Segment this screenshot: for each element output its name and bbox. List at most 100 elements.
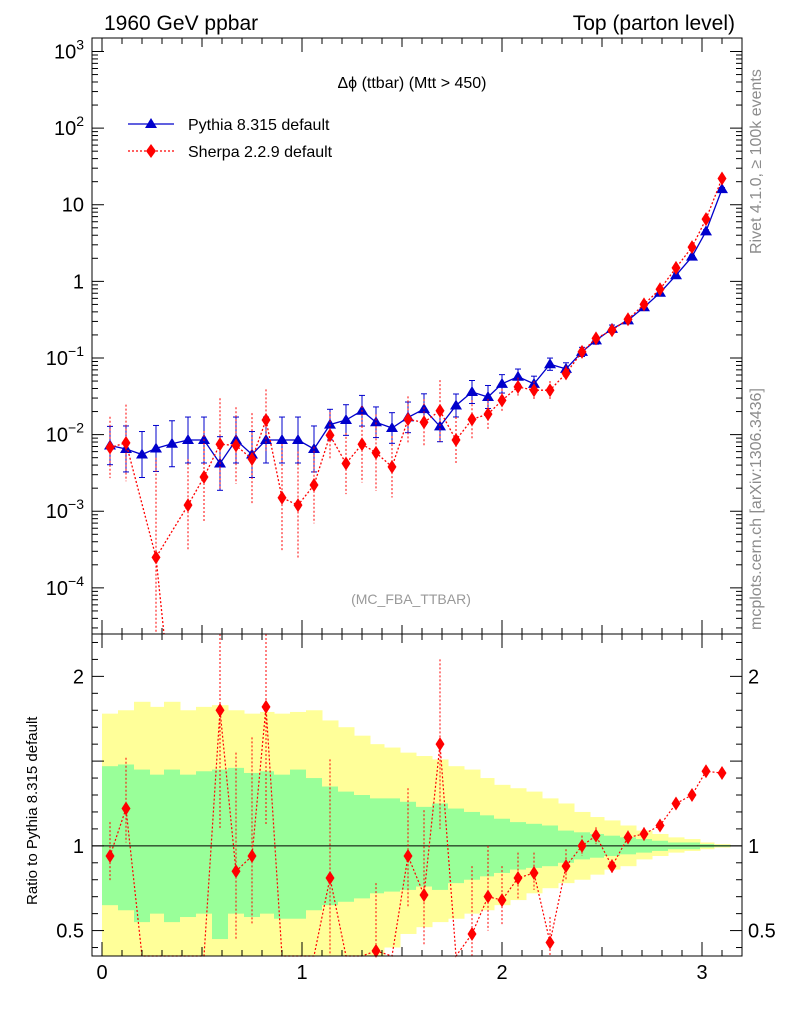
data-point	[183, 498, 193, 513]
ratio-point	[639, 826, 649, 841]
ratio-point	[497, 893, 507, 908]
ratio-point	[121, 801, 131, 816]
ratio-y-axis: 0.5 0.5 1 1 2 2	[56, 641, 776, 949]
data-point	[419, 415, 429, 430]
data-point	[357, 437, 367, 452]
data-point	[340, 414, 352, 425]
band-green	[558, 830, 575, 863]
data-point	[435, 403, 445, 418]
band-green	[354, 795, 371, 899]
x-axis: 0 1 2 3	[96, 38, 723, 984]
ratio-point	[577, 838, 587, 853]
ratio-y-tick-label-right: 2	[748, 666, 759, 688]
data-point	[512, 370, 524, 381]
ratio-point	[561, 859, 571, 874]
ratio-point	[467, 926, 477, 941]
band-green	[274, 774, 291, 919]
x-tick-label: 0	[96, 962, 107, 984]
band-green	[290, 769, 307, 919]
data-point	[687, 240, 697, 255]
band-green	[196, 771, 213, 914]
rivet-label: Rivet 4.1.0, ≥ 100k events	[748, 69, 765, 254]
data-point	[717, 171, 727, 186]
data-point	[150, 442, 162, 453]
series-sherpa	[105, 171, 727, 635]
data-point	[324, 418, 336, 429]
y-tick-label: 10−2	[46, 420, 84, 447]
ratio-point	[655, 818, 665, 833]
ratio-point	[215, 703, 225, 718]
y-tick-label: 10−3	[46, 496, 84, 523]
data-point	[215, 437, 225, 452]
band-green	[338, 791, 355, 902]
main-y-axis: 10−4 10−3 10−2 10−1 1 10 102 103	[46, 36, 742, 629]
data-point	[451, 433, 461, 448]
data-point	[607, 323, 617, 338]
x-tick-label: 1	[296, 962, 307, 984]
ratio-point	[435, 737, 445, 752]
header-left: 1960 GeV ppbar	[104, 12, 258, 35]
data-point	[309, 478, 319, 493]
header-right: Top (parton level)	[573, 12, 735, 35]
data-point	[700, 225, 712, 236]
ratio-ylabel: Ratio to Pythia 8.315 default	[24, 716, 41, 905]
data-point	[293, 498, 303, 513]
data-point	[231, 438, 241, 453]
ratio-point	[701, 764, 711, 779]
data-point	[577, 344, 587, 359]
band-green	[212, 769, 229, 940]
data-point	[623, 312, 633, 327]
data-point	[261, 413, 271, 428]
data-point	[483, 407, 493, 422]
data-point	[639, 297, 649, 312]
data-point	[716, 183, 728, 194]
data-point	[467, 412, 477, 427]
data-point	[292, 434, 304, 445]
data-point	[199, 469, 209, 484]
ratio-series-sherpa	[105, 634, 727, 958]
ratio-point	[717, 765, 727, 780]
data-point	[544, 358, 556, 369]
data-point	[387, 459, 397, 474]
ratio-point	[105, 849, 115, 864]
data-point	[466, 385, 478, 396]
data-point	[166, 437, 178, 448]
data-point	[482, 390, 494, 401]
ratio-y-tick-label-right: 1	[748, 836, 759, 858]
data-point	[561, 366, 571, 381]
ratio-line	[109, 706, 723, 958]
band-green	[150, 774, 165, 914]
x-tick-label: 2	[496, 962, 507, 984]
data-point	[121, 435, 131, 450]
ratio-point	[247, 849, 257, 864]
ratio-point	[371, 943, 381, 958]
data-point	[701, 212, 711, 227]
ratio-point	[231, 864, 241, 879]
data-point	[247, 452, 257, 467]
data-point	[655, 282, 665, 297]
data-point	[371, 445, 381, 460]
band-green	[306, 778, 323, 911]
x-tick-label: 3	[696, 962, 707, 984]
data-point	[370, 416, 382, 427]
ratio-y-tick-label-right: 0.5	[748, 921, 776, 943]
data-point	[545, 383, 555, 398]
series-pythia	[104, 183, 728, 491]
series-line	[109, 188, 723, 465]
ratio-y-tick-label: 0.5	[56, 921, 84, 943]
data-point	[341, 456, 351, 471]
ratio-point	[687, 788, 697, 802]
ratio-point	[261, 699, 271, 714]
data-point	[497, 393, 507, 408]
ratio-point	[483, 889, 493, 904]
ratio-y-tick-label: 1	[73, 836, 84, 858]
y-tick-label: 1	[73, 271, 84, 293]
data-point	[151, 550, 161, 565]
data-point	[276, 434, 288, 445]
y-tick-label: 10−1	[46, 343, 84, 370]
data-point	[277, 490, 287, 505]
analysis-tag: (MC_FBA_TTBAR)	[351, 591, 471, 607]
data-point	[136, 448, 148, 459]
mcplots-label: mcplots.cern.ch [arXiv:1306.3436]	[748, 388, 765, 630]
main-panel: 10−4 10−3 10−2 10−1 1 10 102 103	[46, 36, 743, 635]
